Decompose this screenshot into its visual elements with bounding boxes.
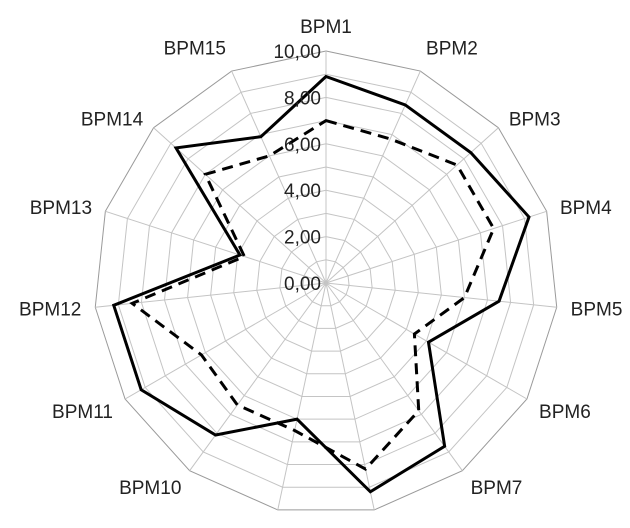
tick-label: 4,00 xyxy=(284,181,321,202)
grid-ring-7 xyxy=(163,120,489,443)
axis-label-bpm3: BPM3 xyxy=(509,109,561,130)
axis-label-bpm10: BPM10 xyxy=(119,478,181,499)
axis-label-bpm4: BPM4 xyxy=(560,198,612,219)
spoke-7 xyxy=(325,282,463,471)
radar-axis-labels: BPM1 BPM2 BPM3 BPM4 BPM5 BPM6 BPM7 BPM8 BPM9 BPM1… xyxy=(19,17,622,528)
axis-label-bpm7: BPM7 xyxy=(471,478,523,499)
grid-ring-3 xyxy=(256,212,396,352)
tick-label: 8,00 xyxy=(284,88,321,109)
spoke-11 xyxy=(124,282,327,400)
spoke-3 xyxy=(325,127,499,284)
spoke-15 xyxy=(231,70,327,284)
grid-ring-8 xyxy=(140,96,512,466)
grid-ring-5 xyxy=(210,166,442,397)
axis-label-bpm11: BPM11 xyxy=(52,402,113,423)
tick-label: 0,00 xyxy=(284,274,321,295)
grid-ring-10 xyxy=(94,50,558,511)
spoke-9 xyxy=(277,282,327,511)
axis-label-bpm9: BPM9 xyxy=(223,526,275,528)
grid-ring-9 xyxy=(117,73,535,488)
series-2-line xyxy=(129,118,496,471)
grid-ring-2 xyxy=(279,236,373,329)
spoke-8 xyxy=(325,282,375,511)
grid-ring-4 xyxy=(233,189,419,375)
radar-tick-labels: 0,00 2,00 4,00 6,00 8,00 10,00 xyxy=(273,42,321,295)
radar-grid xyxy=(94,50,558,511)
axis-label-bpm15: BPM15 xyxy=(164,38,226,59)
grid-ring-6 xyxy=(187,143,465,420)
tick-label: 2,00 xyxy=(284,228,321,249)
series-1-line xyxy=(111,74,531,494)
axis-label-bpm6: BPM6 xyxy=(539,402,591,423)
axis-label-bpm13: BPM13 xyxy=(30,198,92,219)
grid-ring-1 xyxy=(302,259,350,307)
spoke-2 xyxy=(325,70,421,284)
tick-label: 6,00 xyxy=(284,135,321,156)
axis-label-bpm12: BPM12 xyxy=(19,300,81,321)
axis-label-bpm5: BPM5 xyxy=(571,300,623,321)
spoke-14 xyxy=(153,127,327,284)
spoke-10 xyxy=(189,282,327,471)
axis-label-bpm1: BPM1 xyxy=(300,17,352,38)
spoke-4 xyxy=(325,210,547,284)
radar-series xyxy=(111,74,531,494)
axis-label-bpm8: BPM8 xyxy=(377,526,429,528)
spoke-6 xyxy=(325,282,528,400)
tick-label: 10,00 xyxy=(273,42,321,63)
spoke-5 xyxy=(325,282,557,308)
spoke-13 xyxy=(105,210,327,284)
axis-label-bpm2: BPM2 xyxy=(426,38,478,59)
axis-label-bpm14: BPM14 xyxy=(81,109,144,130)
